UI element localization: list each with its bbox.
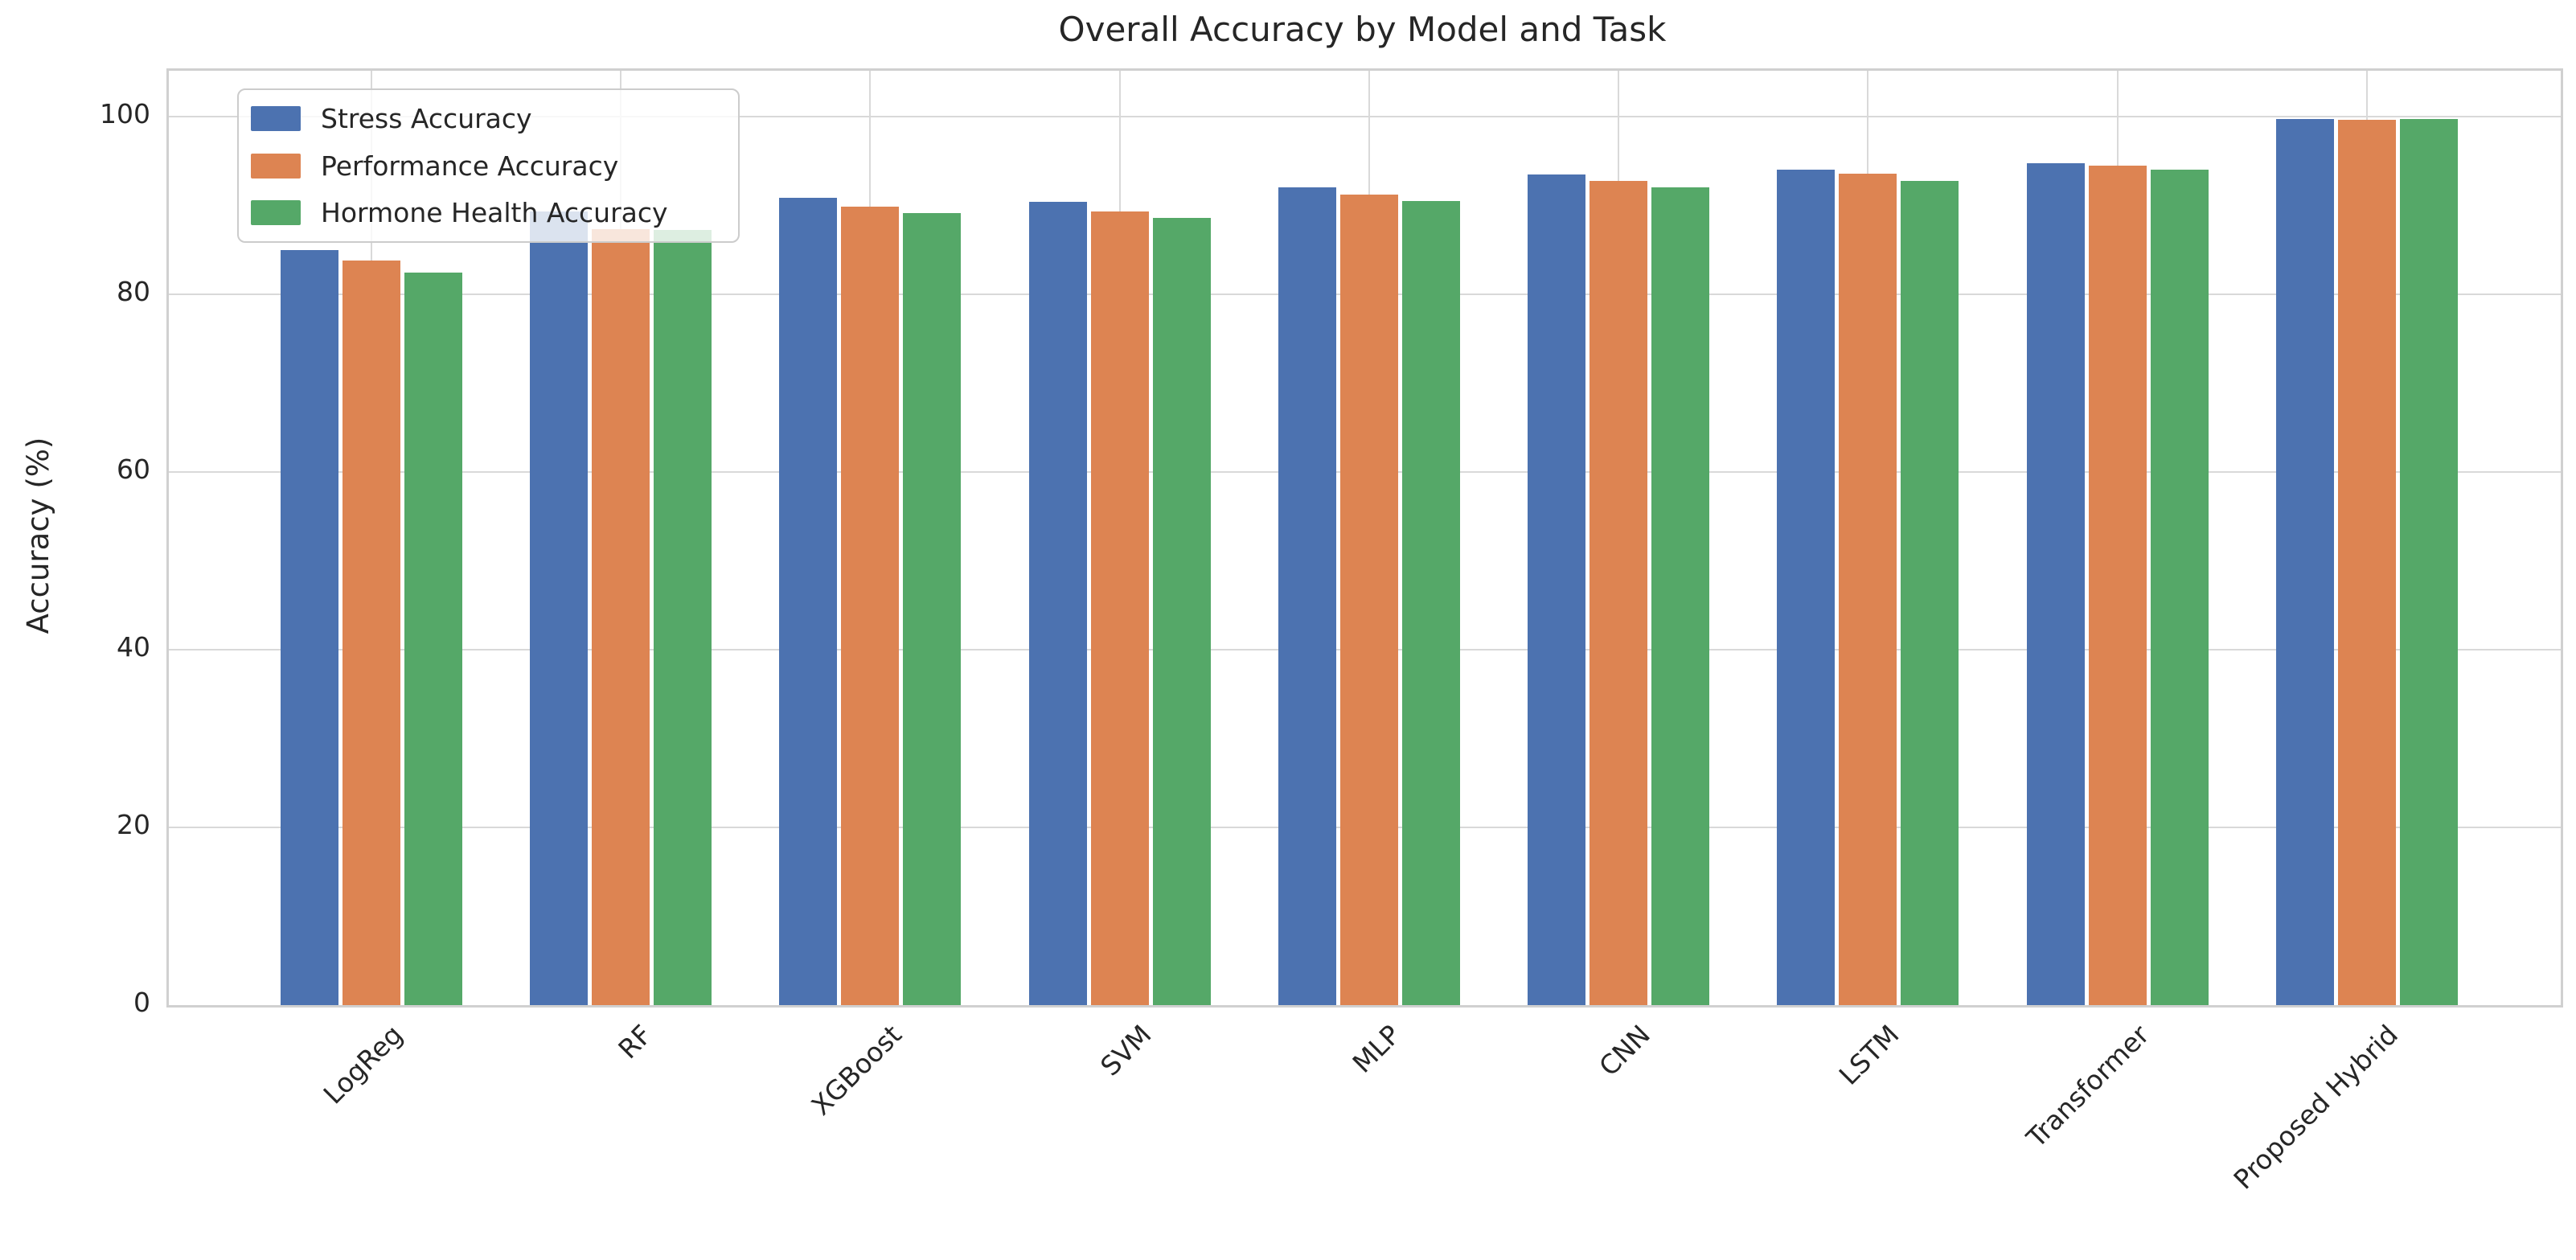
bar-stress-accuracy (1278, 187, 1336, 1005)
legend-swatch-hormone (251, 200, 301, 225)
bar-group-cnn (1525, 71, 1713, 1005)
bar-performance-accuracy (343, 261, 400, 1005)
bar-group-proposed-hybrid (2274, 71, 2461, 1005)
legend-label-performance: Performance Accuracy (321, 150, 619, 182)
bar-performance-accuracy (2337, 119, 2396, 1005)
legend-swatch-stress (251, 106, 301, 131)
x-tick-label: MLP (1346, 1019, 1407, 1079)
legend-label-stress: Stress Accuracy (321, 103, 532, 134)
bar-group-xgboost (777, 71, 964, 1005)
bar-hormone-health-accuracy (1401, 201, 1460, 1005)
bar-performance-accuracy (1589, 180, 1648, 1005)
bar-group-transformer (2024, 71, 2211, 1005)
bar-group-logreg (278, 71, 466, 1005)
bar-performance-accuracy (1839, 174, 1897, 1005)
x-tick-label: XGBoost (805, 1019, 909, 1122)
bar-group-mlp (1276, 71, 1463, 1005)
legend-row: Performance Accuracy (251, 150, 738, 182)
x-tick-label: RF (612, 1019, 658, 1065)
x-tick-label: LogReg (317, 1019, 409, 1110)
x-tick-label: Proposed Hybrid (2227, 1019, 2405, 1196)
legend-swatch-performance (251, 153, 301, 179)
chart-title: Overall Accuracy by Model and Task (1058, 10, 1667, 49)
legend-row: Hormone Health Accuracy (251, 197, 738, 228)
bar-group-lstm (1774, 71, 1962, 1005)
bar-hormone-health-accuracy (1901, 180, 1959, 1005)
bar-hormone-health-accuracy (903, 212, 962, 1005)
bar-performance-accuracy (2088, 166, 2147, 1005)
bar-stress-accuracy (1777, 169, 1836, 1005)
bar-hormone-health-accuracy (654, 229, 712, 1005)
x-tick-label: Transformer (2020, 1019, 2156, 1154)
y-tick-label: 80 (117, 276, 150, 308)
bar-hormone-health-accuracy (2150, 169, 2209, 1005)
y-tick-label: 0 (133, 987, 150, 1018)
bar-stress-accuracy (2026, 162, 2085, 1005)
bar-performance-accuracy (1339, 194, 1398, 1005)
y-tick-label: 60 (117, 454, 150, 486)
x-tick-label: SVM (1093, 1019, 1158, 1082)
gridline-h (169, 116, 2561, 118)
bar-group-svm (1026, 71, 1213, 1005)
bar-performance-accuracy (841, 207, 900, 1005)
y-tick-label: 100 (100, 98, 150, 130)
bar-stress-accuracy (1528, 174, 1586, 1005)
x-tick-label: CNN (1592, 1019, 1656, 1082)
y-tick-label: 20 (117, 809, 150, 841)
bar-hormone-health-accuracy (1152, 218, 1211, 1005)
y-tick-label: 40 (117, 631, 150, 663)
bar-stress-accuracy (281, 250, 338, 1005)
legend-row: Stress Accuracy (251, 103, 738, 134)
bar-stress-accuracy (779, 197, 838, 1005)
bar-stress-accuracy (530, 211, 589, 1005)
legend: Stress Accuracy Performance Accuracy Hor… (237, 88, 740, 243)
plot-area (166, 68, 2563, 1008)
bar-performance-accuracy (1090, 211, 1149, 1005)
bar-hormone-health-accuracy (1651, 187, 1710, 1005)
bar-hormone-health-accuracy (2399, 118, 2458, 1005)
y-axis-label: Accuracy (%) (21, 437, 55, 634)
bar-stress-accuracy (2275, 118, 2334, 1005)
x-tick-label: LSTM (1833, 1019, 1905, 1091)
bar-hormone-health-accuracy (404, 272, 462, 1005)
bar-stress-accuracy (1028, 202, 1087, 1005)
bar-performance-accuracy (592, 228, 650, 1005)
legend-label-hormone: Hormone Health Accuracy (321, 197, 668, 228)
bar-group-rf (527, 71, 715, 1005)
